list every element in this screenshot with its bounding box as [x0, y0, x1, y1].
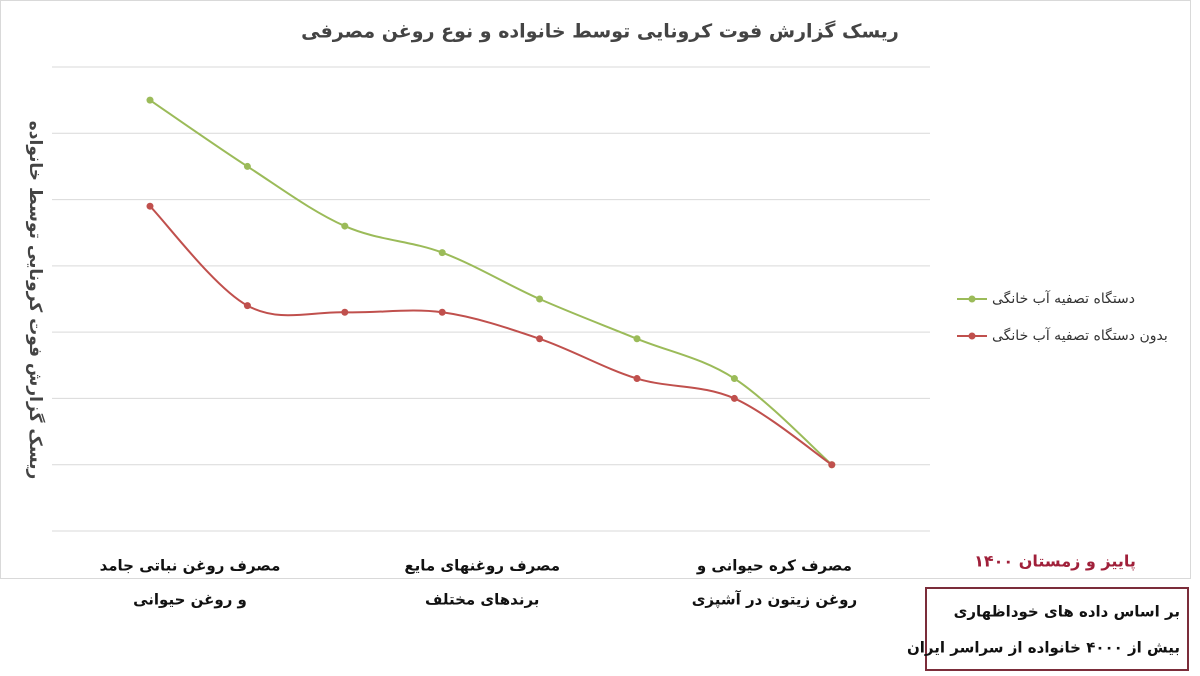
x-tick-label: مصرف روغنهای مایع: [404, 557, 560, 575]
x-tick-label: و روغن حیوانی: [133, 591, 247, 609]
series-line: [149, 205, 833, 466]
x-tick-label: مصرف روغن نباتی جامد: [100, 557, 281, 575]
legend-label: بدون دستگاه تصفیه آب خانگی: [992, 327, 1168, 344]
point: [341, 222, 349, 230]
legend-marker: [968, 295, 976, 303]
point: [438, 249, 446, 257]
season-note: پاییز و زمستان ۱۴۰۰: [974, 552, 1136, 572]
point: [633, 335, 641, 343]
source-note: بر اساس داده های خوداظهاری: [954, 603, 1180, 621]
point: [633, 375, 641, 383]
point: [243, 162, 251, 170]
point: [828, 461, 836, 469]
point: [341, 308, 349, 316]
x-tick-label: برندهای مختلف: [425, 591, 539, 609]
point: [438, 308, 446, 316]
chart-title: ریسک گزارش فوت کرونایی توسط خانواده و نو…: [301, 20, 899, 43]
note-box: [925, 587, 1189, 671]
chart-border: [0, 0, 1191, 579]
point: [730, 394, 738, 402]
point: [536, 295, 544, 303]
point: [146, 96, 154, 104]
point: [730, 375, 738, 383]
x-tick-label: مصرف کره حیوانی و: [696, 557, 852, 575]
series-line: [149, 99, 833, 466]
legend-label: دستگاه تصفیه آب خانگی: [992, 290, 1135, 307]
source-note: بیش از ۴۰۰۰ خانواده از سراسر ایران: [907, 639, 1180, 657]
point: [243, 302, 251, 310]
point: [536, 335, 544, 343]
y-axis-title: ریسک گزارش فوت کرونایی توسط خانواده: [25, 121, 46, 479]
x-tick-label: روغن زیتون در آشپزی: [692, 591, 857, 610]
point: [146, 202, 154, 210]
legend-marker: [968, 332, 976, 340]
